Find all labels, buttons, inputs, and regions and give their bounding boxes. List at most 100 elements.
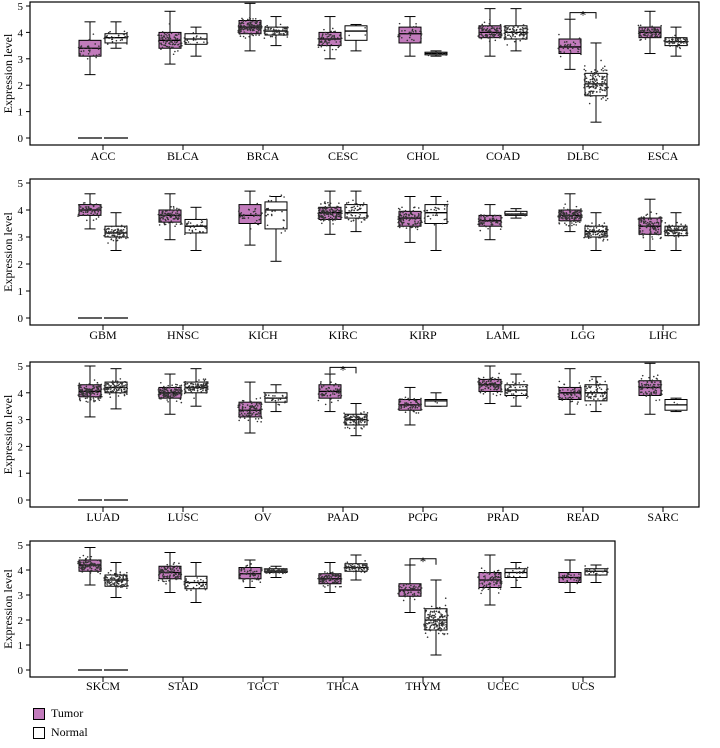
data-point [175,578,177,581]
data-point [335,578,337,581]
data-point [275,571,277,573]
data-point [249,577,251,580]
data-point [100,206,103,209]
data-point [85,400,88,403]
data-point [201,221,204,223]
data-point [409,597,411,599]
data-point [418,585,420,588]
data-point [78,566,80,569]
data-point [482,25,485,28]
data-point [250,25,253,28]
data-point [397,225,399,228]
data-point [593,73,596,76]
data-point [86,390,89,393]
box-normal [504,373,529,407]
data-point [484,387,486,390]
data-point [326,41,328,44]
data-point [488,23,491,25]
data-point [119,392,121,394]
data-point [345,569,348,572]
data-point [581,210,583,212]
data-point [171,211,174,214]
data-point [317,214,320,216]
data-point [642,393,645,395]
data-point [401,223,404,226]
data-point [80,386,82,389]
data-point [580,215,583,218]
data-point [583,68,586,71]
data-point [175,567,178,570]
data-point [243,570,246,572]
data-point [161,568,164,571]
data-point [414,214,416,217]
data-point [577,220,579,223]
data-point [510,31,512,33]
data-point [120,388,123,391]
data-point [511,33,514,36]
data-point [206,381,209,383]
data-point [598,234,601,237]
data-point [367,566,369,569]
data-point [200,578,202,581]
data-point [584,69,587,72]
data-point [176,218,179,221]
data-point [175,394,177,397]
data-point [122,235,125,238]
data-point [411,587,414,590]
data-point [655,229,657,232]
data-point [508,25,510,27]
data-point [655,391,657,394]
data-point [197,384,200,387]
data-point [121,578,123,580]
data-point [596,387,599,390]
jitter-points [557,33,582,58]
data-point [263,37,266,39]
data-point [351,209,353,211]
data-point [105,578,107,581]
data-point [168,209,171,212]
data-point [593,81,595,84]
data-point [352,219,355,222]
data-point [646,35,649,37]
data-point [207,388,209,390]
data-point [106,35,108,37]
data-point [271,35,274,38]
data-point [318,39,321,41]
data-point [322,216,324,218]
data-point [160,381,162,384]
data-point [590,82,592,85]
data-point [126,580,128,582]
data-point [497,380,500,382]
data-point [238,568,241,571]
data-point [183,388,186,391]
data-point [494,386,497,389]
data-point [492,393,495,395]
data-point [81,207,84,210]
data-point [416,401,418,404]
data-point [433,208,436,211]
data-point [85,389,87,391]
data-point [85,385,88,388]
data-point [484,219,487,221]
data-point [490,223,493,226]
data-point [685,37,687,39]
data-point [359,565,361,568]
data-point [333,393,336,395]
data-point [360,412,362,414]
data-point [94,212,96,214]
data-point [558,217,561,219]
data-point [329,390,332,392]
data-point [493,35,495,38]
data-point [442,632,444,635]
data-point [165,583,167,585]
data-point [399,35,401,37]
data-point [638,218,641,221]
data-point [92,384,95,386]
jitter-points [157,561,183,585]
data-point [278,572,281,574]
data-point [506,31,508,33]
data-point [120,232,123,235]
data-point [115,237,118,239]
data-point [399,400,402,402]
data-point [665,230,668,233]
